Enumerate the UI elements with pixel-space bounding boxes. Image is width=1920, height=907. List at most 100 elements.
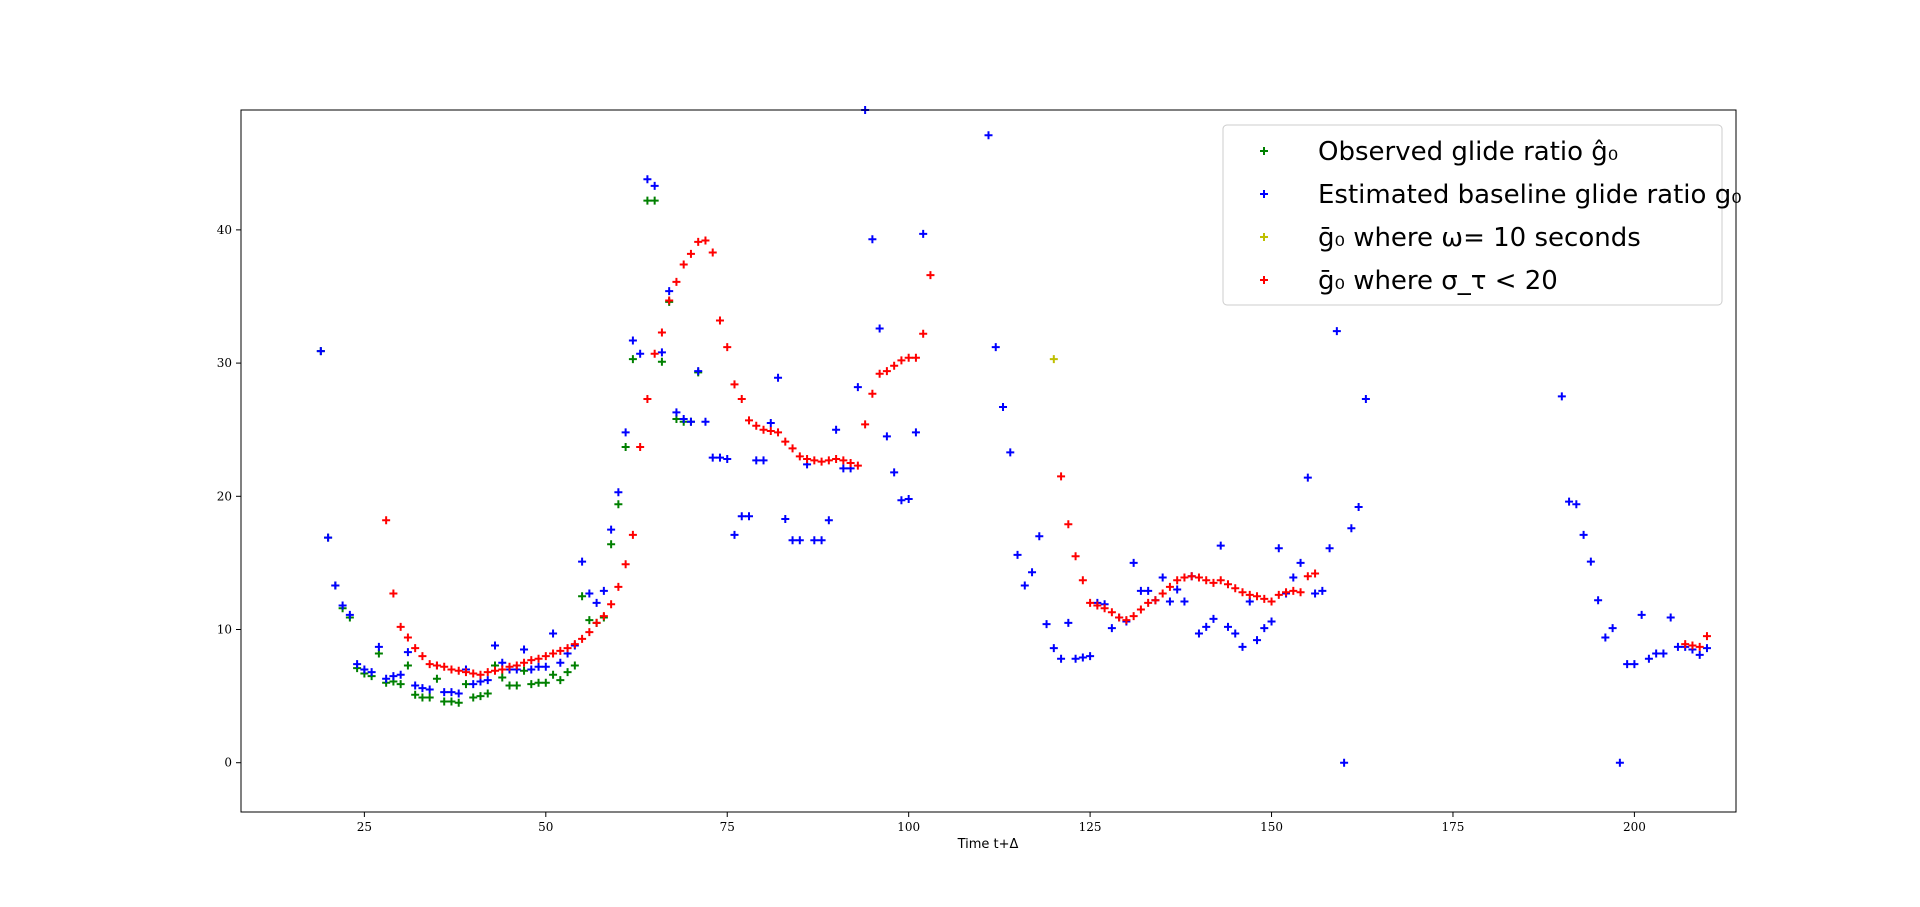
series-1-point-3 xyxy=(338,601,347,610)
series-3-point-72 xyxy=(904,353,913,362)
series-3-point-82 xyxy=(1100,604,1109,613)
series-1-point-140 xyxy=(1579,530,1588,539)
series-3-point-23 xyxy=(549,649,558,658)
series-3-point-86 xyxy=(1129,612,1138,621)
series-1-point-143 xyxy=(1601,633,1610,642)
series-1-point-17 xyxy=(440,688,449,697)
series-3-point-51 xyxy=(752,421,761,430)
series-0-point-43 xyxy=(628,355,637,364)
series-1-point-105 xyxy=(1136,586,1145,595)
series-1-point-147 xyxy=(1630,660,1639,669)
series-3-point-93 xyxy=(1180,573,1189,582)
series-1-point-0 xyxy=(316,347,325,356)
series-0-point-37 xyxy=(585,616,594,625)
series-3-point-81 xyxy=(1093,601,1102,610)
series-1-point-71 xyxy=(832,425,841,434)
series-1-point-115 xyxy=(1209,614,1218,623)
series-1-point-11 xyxy=(396,670,405,679)
series-3-point-1 xyxy=(389,589,398,598)
series-1-point-15 xyxy=(425,685,434,694)
series-1-point-9 xyxy=(382,674,391,683)
series-3-point-29 xyxy=(592,618,601,627)
series-3-point-40 xyxy=(672,277,681,286)
series-1-point-14 xyxy=(418,684,427,693)
series-1-point-12 xyxy=(403,648,412,657)
series-1-point-62 xyxy=(766,419,775,428)
series-3-point-24 xyxy=(556,646,565,655)
series-1-point-87 xyxy=(1006,448,1015,457)
series-0-point-44 xyxy=(643,196,652,205)
series-3-point-21 xyxy=(534,654,543,663)
series-3-point-4 xyxy=(411,644,420,653)
series-3-point-2 xyxy=(396,622,405,631)
series-3-point-15 xyxy=(491,666,500,675)
series-1-point-40 xyxy=(607,525,616,534)
series-3-point-84 xyxy=(1115,613,1124,622)
series-1-point-130 xyxy=(1318,586,1327,595)
series-1-point-111 xyxy=(1180,597,1189,606)
series-0-point-29 xyxy=(527,680,536,689)
series-3-point-58 xyxy=(803,455,812,464)
series-3-point-89 xyxy=(1151,596,1160,605)
series-0-point-33 xyxy=(556,676,565,685)
series-0-point-26 xyxy=(505,681,514,690)
series-3-point-19 xyxy=(520,658,529,667)
series-1-point-23 xyxy=(483,676,492,685)
series-3-point-38 xyxy=(657,328,666,337)
x-tick-label-6: 175 xyxy=(1442,820,1465,834)
series-3-point-111 xyxy=(1311,569,1320,578)
series-3-point-55 xyxy=(781,437,790,446)
series-1-point-36 xyxy=(578,557,587,566)
series-3-point-87 xyxy=(1136,605,1145,614)
series-1-point-5 xyxy=(353,660,362,669)
series-1-point-127 xyxy=(1296,558,1305,567)
series-1-point-145 xyxy=(1615,758,1624,767)
series-1-point-96 xyxy=(1071,654,1080,663)
series-3-point-113 xyxy=(1688,641,1697,650)
series-3-point-47 xyxy=(723,343,732,352)
series-1-point-91 xyxy=(1035,532,1044,541)
series-3-point-35 xyxy=(636,443,645,452)
series-3-point-62 xyxy=(832,455,841,464)
series-1-point-101 xyxy=(1107,624,1116,633)
series-1-point-152 xyxy=(1666,613,1675,622)
series-1-point-74 xyxy=(853,383,862,392)
series-1-point-69 xyxy=(817,536,826,545)
series-1-point-156 xyxy=(1695,650,1704,659)
series-0-point-36 xyxy=(578,592,587,601)
y-axis-ticks: 0 10 20 30 40 xyxy=(217,223,241,770)
series-3-point-39 xyxy=(665,296,674,305)
series-3-point-5 xyxy=(418,652,427,661)
series-0-point-20 xyxy=(461,680,470,689)
series-3-point-27 xyxy=(578,634,587,643)
series-1-point-86 xyxy=(999,403,1008,412)
x-axis-label: Time t+Δ xyxy=(957,837,1019,852)
series-1-point-24 xyxy=(491,641,500,650)
series-0-point-18 xyxy=(447,697,456,706)
series-3-point-12 xyxy=(469,669,478,678)
series-1-point-68 xyxy=(810,536,819,545)
series-3-point-104 xyxy=(1260,594,1269,603)
series-0-point-14 xyxy=(418,693,427,702)
series-1-point-80 xyxy=(897,496,906,505)
series-3-point-78 xyxy=(1071,552,1080,561)
series-3-point-67 xyxy=(868,389,877,398)
series-1-point-104 xyxy=(1129,558,1138,567)
series-1-point-79 xyxy=(890,468,899,477)
series-1-point-10 xyxy=(389,672,398,681)
series-0-point-27 xyxy=(512,681,521,690)
series-3-point-109 xyxy=(1296,588,1305,597)
x-tick-label-1: 50 xyxy=(538,820,553,834)
series-1-point-43 xyxy=(628,336,637,345)
series-3-point-115 xyxy=(1702,632,1711,641)
series-1-point-58 xyxy=(737,512,746,521)
series-0-point-42 xyxy=(621,443,630,452)
x-tick-label-7: 200 xyxy=(1623,820,1646,834)
series-1-point-95 xyxy=(1064,618,1073,627)
series-3-point-46 xyxy=(715,316,724,325)
series-3-point-108 xyxy=(1289,586,1298,595)
series-3-point-28 xyxy=(585,628,594,637)
series-3-point-97 xyxy=(1209,578,1218,587)
series-1-point-55 xyxy=(715,453,724,462)
series-0-point-11 xyxy=(396,680,405,689)
